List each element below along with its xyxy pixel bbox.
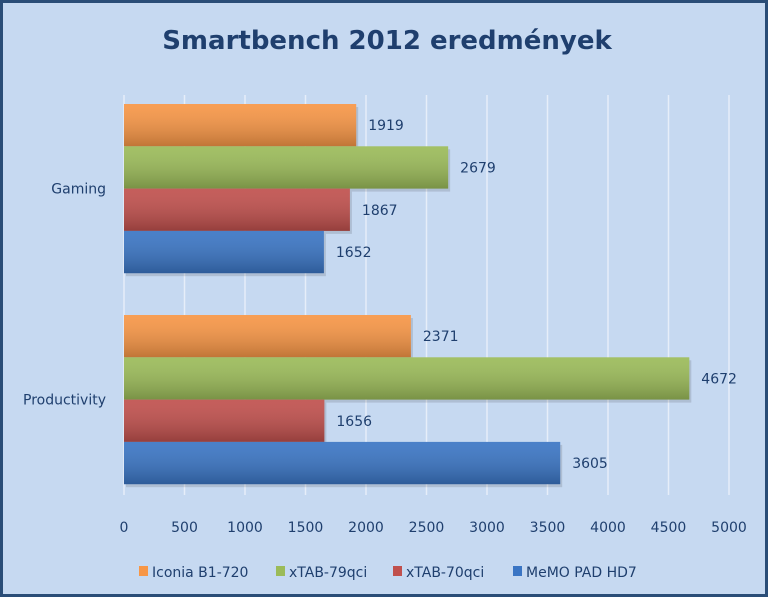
legend-label: Iconia B1-720: [152, 565, 248, 581]
x-axis-ticks: 0 500 1000 1500 2000 2500 3000 3500 4000 4500 5000: [120, 520, 747, 536]
legend-swatch: [513, 566, 522, 576]
data-label: 2679: [460, 160, 496, 176]
bar-shading: [124, 315, 411, 358]
x-tick-label: 4500: [651, 520, 687, 536]
x-tick-label: 5000: [711, 520, 747, 536]
bar-shading: [124, 399, 325, 442]
x-tick-label: 0: [120, 520, 129, 536]
x-tick-label: 3500: [530, 520, 566, 536]
bar-chart: Smartbench 2012 eredmények 1919267918671…: [23, 26, 747, 581]
data-label: 2371: [423, 329, 459, 345]
data-label: 1652: [336, 245, 372, 261]
category-labels: Gaming Productivity: [23, 182, 106, 409]
chart-title: Smartbench 2012 eredmények: [162, 26, 612, 56]
x-tick-label: 1500: [288, 520, 324, 536]
x-tick-label: 4000: [590, 520, 626, 536]
legend-label: xTAB-70qci: [406, 565, 484, 581]
x-tick-label: 1000: [227, 520, 263, 536]
data-label: 1656: [336, 414, 372, 430]
bar-shading: [124, 188, 350, 231]
data-label: 4672: [701, 371, 737, 387]
x-tick-label: 500: [171, 520, 198, 536]
bar-shading: [124, 104, 357, 147]
category-label: Gaming: [51, 182, 106, 198]
data-label: 3605: [572, 456, 608, 472]
data-label: 1867: [362, 203, 398, 219]
bar-shading: [124, 146, 449, 189]
x-tick-label: 3000: [469, 520, 505, 536]
legend-swatch: [139, 566, 148, 576]
bar-shading: [124, 441, 561, 485]
bars: [124, 104, 692, 488]
x-tick-label: 2000: [348, 520, 384, 536]
legend-swatch: [276, 566, 285, 576]
bar-shading: [124, 230, 324, 274]
legend-label: MeMO PAD HD7: [526, 565, 637, 581]
data-label: 1919: [368, 118, 404, 134]
data-labels: 1919 2679 1867 1652 2371 4672 1656 3605: [336, 118, 737, 472]
x-tick-label: 2500: [409, 520, 445, 536]
bar-shading: [124, 357, 690, 400]
category-label: Productivity: [23, 393, 106, 409]
legend: Iconia B1-720 xTAB-79qci xTAB-70qci MeMO PA…: [139, 565, 637, 581]
legend-swatch: [393, 566, 402, 576]
legend-label: xTAB-79qci: [289, 565, 367, 581]
